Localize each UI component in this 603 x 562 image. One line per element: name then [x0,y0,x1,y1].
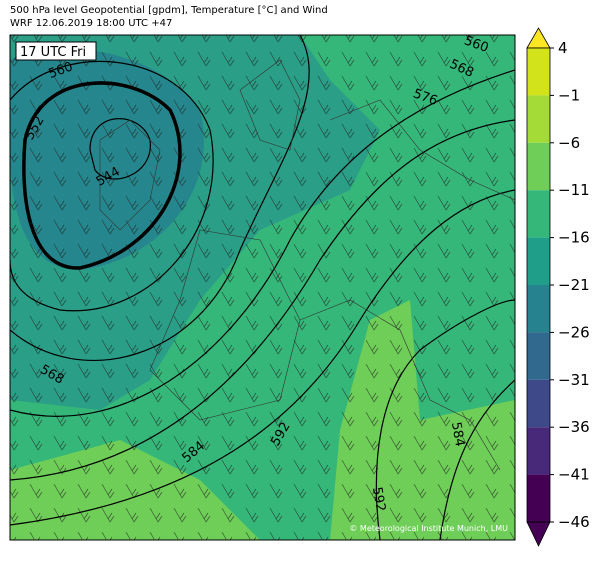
time-label-box [15,41,97,61]
colorbar-tick-label: −21 [558,276,590,294]
credit: © Meteorological Institute Munich, LMU [349,524,508,533]
time-label: 17 UTC Fri [20,45,86,60]
colorbar-tick-label: −11 [558,181,590,199]
colorbar-tick-label: −16 [558,229,590,247]
contour-label: 592 [369,486,388,513]
subtitle: WRF 12.06.2019 18:00 UTC +47 [10,18,172,29]
colorbar-bin [527,379,550,428]
colorbar-tick-label: −26 [558,323,590,341]
colorbar: 4 −1 −6 −11 −16 −21 −26 −31 −36 −41 −46 [526,27,590,547]
colorbar-bin [527,474,550,522]
colorbar-bin [527,190,550,238]
colorbar-extend-top [526,27,551,49]
colorbar-bin [527,427,550,475]
colorbar-bin [527,48,550,96]
colorbar-tick-label: −1 [558,86,580,104]
colorbar-tick-label: −46 [558,513,590,531]
colorbar-bin [527,237,550,285]
colorbar-tick-label: −41 [558,466,590,484]
contour-label: 584 [448,421,467,448]
contours [10,35,515,540]
colorbar-tick-label: −36 [558,418,590,436]
coastlines [99,59,515,471]
colorbar-tick-label: 4 [558,39,568,57]
title: 500 hPa level Geopotential [gpdm], Tempe… [10,5,328,16]
colorbar-bin [527,95,550,143]
colorbar-tick-label: −6 [558,134,580,152]
colorbar-bin [527,142,550,191]
colorbar-bin [527,332,550,380]
colorbar-tick-label: −31 [558,371,590,389]
colorbar-bin [527,285,550,333]
colorbar-extend-bottom [526,521,551,547]
map-frame [9,34,516,541]
